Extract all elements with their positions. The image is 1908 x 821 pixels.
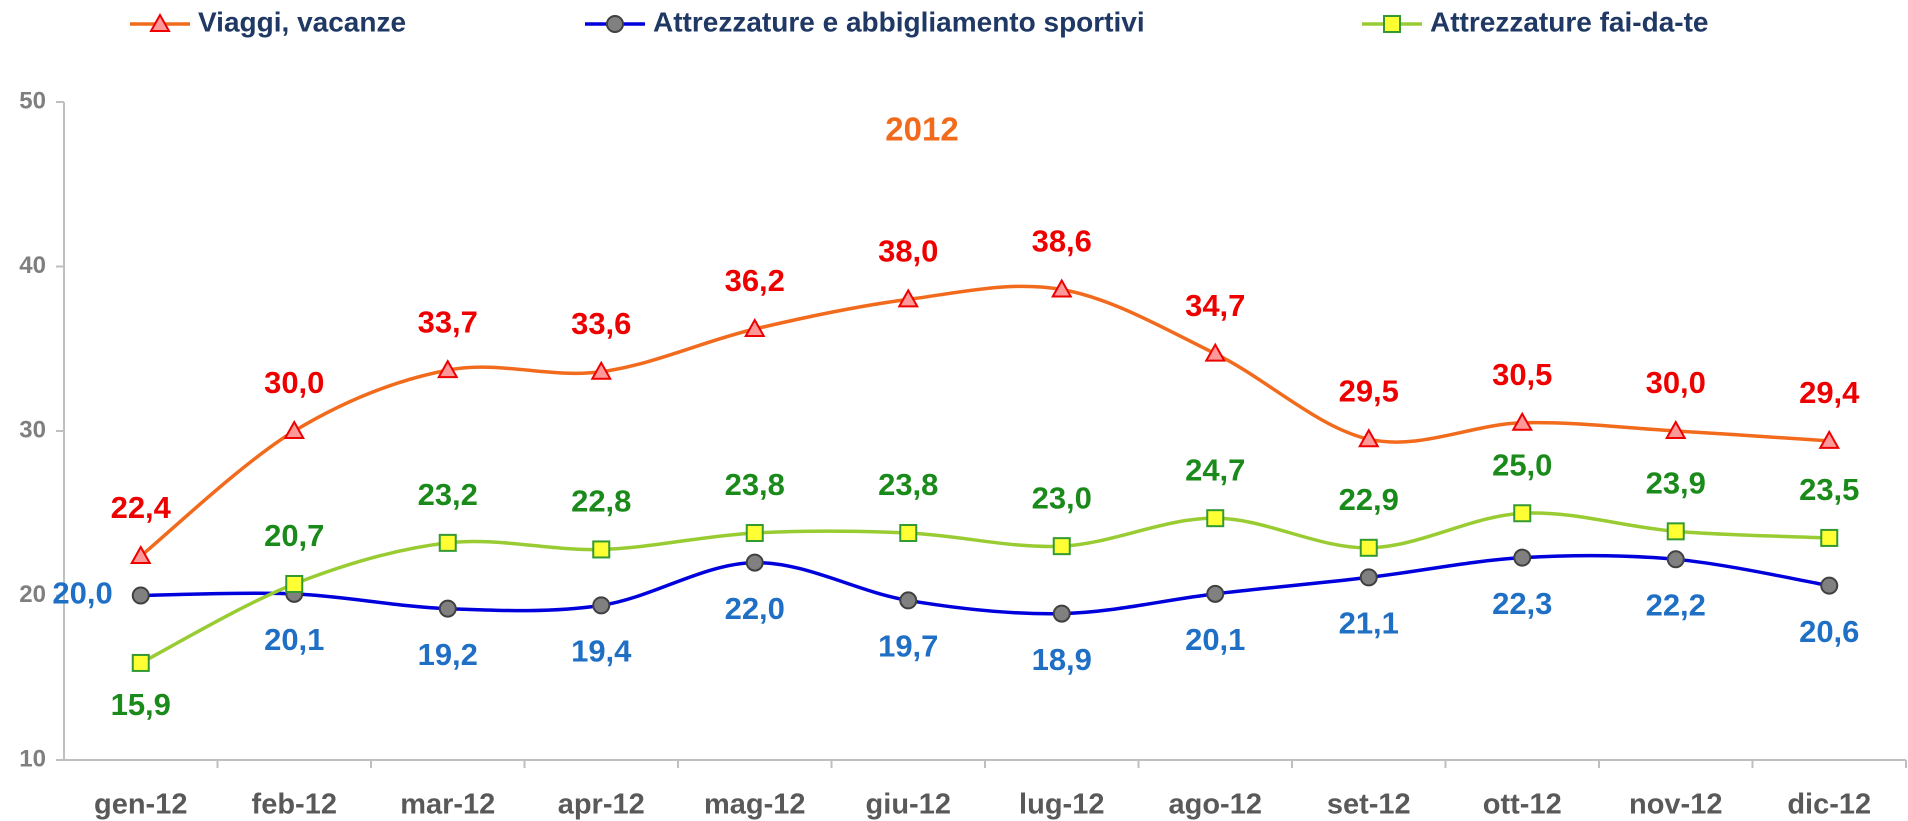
y-tick-label: 30	[19, 416, 46, 443]
x-tick-label: ago-12	[1169, 789, 1262, 821]
data-label: 34,7	[1185, 288, 1245, 323]
data-label: 22,3	[1492, 586, 1552, 621]
data-label: 18,9	[1032, 642, 1092, 677]
y-tick-label: 10	[19, 745, 46, 772]
data-label: 30,5	[1492, 357, 1552, 392]
x-tick-label: nov-12	[1629, 789, 1722, 821]
data-label: 30,0	[1646, 365, 1706, 400]
data-point	[1513, 504, 1532, 523]
data-label: 15,9	[111, 687, 171, 722]
x-tick-label: ott-12	[1483, 789, 1562, 821]
data-point	[1511, 411, 1533, 431]
y-tick-label: 40	[19, 252, 46, 279]
data-point	[1051, 278, 1073, 298]
data-label: 23,0	[1032, 480, 1092, 515]
x-tick-label: feb-12	[252, 789, 337, 821]
legend-marker	[1383, 15, 1401, 33]
data-label: 24,7	[1185, 452, 1245, 487]
data-label: 22,0	[725, 591, 785, 626]
data-label: 22,9	[1339, 482, 1399, 517]
data-label: 20,6	[1799, 614, 1859, 649]
x-tick-label: mar-12	[400, 789, 495, 821]
data-label: 22,2	[1646, 587, 1706, 622]
data-label: 29,5	[1339, 373, 1399, 408]
data-point	[1666, 550, 1685, 569]
data-label: 23,2	[418, 477, 478, 512]
data-point	[745, 523, 764, 542]
x-tick-label: set-12	[1327, 789, 1411, 821]
data-label: 33,7	[418, 304, 478, 339]
legend-label: Attrezzature fai-da-te	[1430, 6, 1708, 37]
data-point	[283, 419, 305, 439]
legend-label: Viaggi, vacanze	[198, 6, 406, 37]
data-point	[1359, 538, 1378, 557]
data-label: 38,6	[1032, 224, 1092, 259]
data-point	[438, 533, 457, 552]
data-point	[131, 653, 150, 672]
data-label: 19,4	[571, 634, 632, 669]
legend-marker	[149, 12, 171, 32]
data-label: 20,1	[264, 622, 324, 657]
data-point	[438, 599, 457, 618]
data-point	[899, 591, 918, 610]
data-label: 38,0	[878, 234, 938, 269]
data-point	[899, 523, 918, 542]
y-tick-label: 50	[19, 87, 46, 114]
data-point	[1820, 576, 1839, 595]
data-point	[1052, 537, 1071, 556]
data-point	[592, 596, 611, 615]
data-point	[1204, 342, 1226, 362]
data-point	[745, 553, 764, 572]
annotation: 2012	[885, 111, 958, 148]
data-point	[1818, 429, 1840, 449]
data-label: 22,4	[111, 490, 172, 525]
x-tick-label: mag-12	[704, 789, 806, 821]
data-point	[1206, 584, 1225, 603]
data-label: 20,7	[264, 518, 324, 553]
data-label: 29,4	[1799, 375, 1860, 410]
data-point	[590, 360, 612, 380]
data-label: 22,8	[571, 484, 631, 519]
data-point	[1359, 568, 1378, 587]
series-line	[140, 553, 1830, 616]
series-line	[139, 511, 1830, 665]
data-label: 23,9	[1646, 466, 1706, 501]
legend-marker	[606, 15, 624, 33]
data-point	[1665, 419, 1687, 439]
data-label: 23,5	[1799, 472, 1859, 507]
data-label: 19,2	[418, 637, 478, 672]
series-line	[139, 284, 1830, 558]
data-label: 23,8	[878, 467, 938, 502]
legend-label: Attrezzature e abbigliamento sportivi	[653, 6, 1145, 37]
data-label: 33,6	[571, 306, 631, 341]
data-label: 30,0	[264, 365, 324, 400]
x-tick-label: lug-12	[1019, 789, 1104, 821]
data-point	[131, 586, 150, 605]
data-point	[1513, 548, 1532, 567]
data-point	[592, 540, 611, 559]
data-label: 20,0	[52, 576, 112, 611]
data-label: 19,7	[878, 629, 938, 664]
data-point	[1052, 604, 1071, 623]
x-tick-label: dic-12	[1787, 789, 1871, 821]
x-tick-label: gen-12	[94, 789, 187, 821]
data-label: 23,8	[725, 467, 785, 502]
data-point	[744, 317, 766, 338]
data-point	[285, 574, 304, 593]
data-point	[1666, 522, 1685, 541]
data-point	[1820, 528, 1839, 547]
data-label: 25,0	[1492, 447, 1552, 482]
data-label: 20,1	[1185, 622, 1245, 657]
data-point	[437, 359, 459, 379]
data-point	[130, 544, 152, 565]
x-tick-label: giu-12	[866, 789, 951, 821]
y-tick-label: 20	[19, 581, 46, 608]
data-label: 21,1	[1339, 606, 1399, 641]
data-label: 36,2	[725, 263, 785, 298]
data-point	[1358, 428, 1380, 448]
x-tick-label: apr-12	[558, 789, 645, 821]
data-point	[897, 288, 919, 308]
data-point	[1206, 509, 1225, 528]
